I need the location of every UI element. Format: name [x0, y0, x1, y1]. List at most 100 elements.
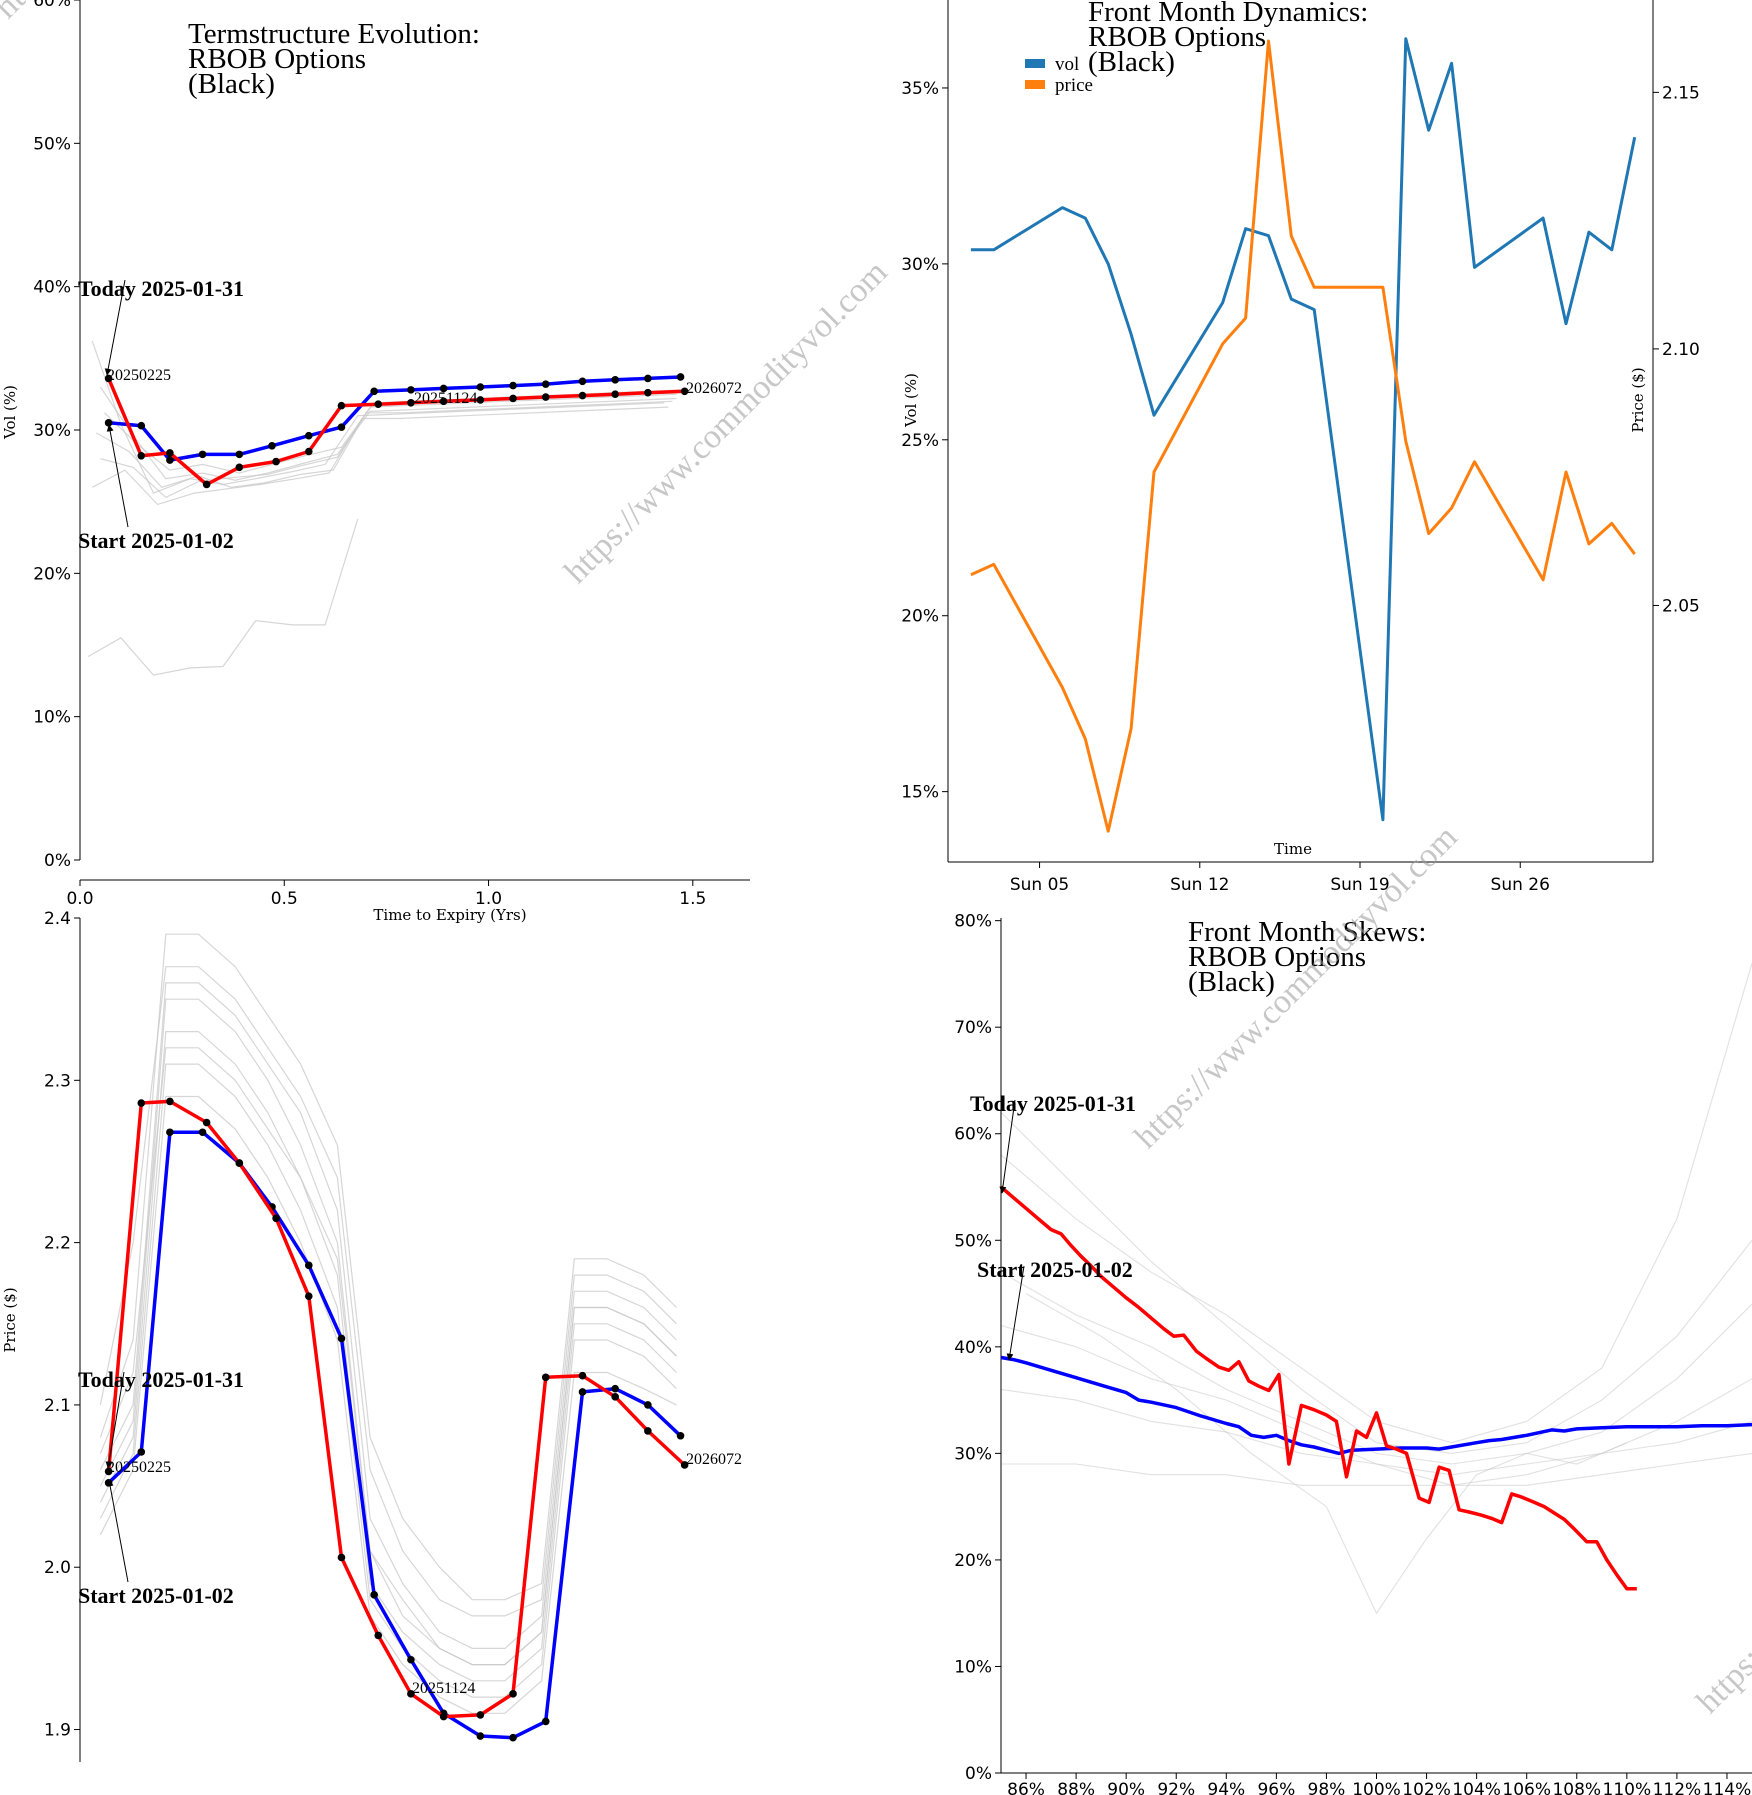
term-start-annotation: Start 2025-01-02: [78, 528, 234, 553]
skew-x-tick-label: 106%: [1502, 1780, 1551, 1795]
term-start-point: [268, 441, 276, 450]
skew-x-tick-label: 88%: [1057, 1780, 1095, 1795]
term-today-point: [166, 449, 174, 457]
termstructure-chart: 0% 10% 20% 30% 40% 50% 60% 0.0 0.5 1.0 1.5 Termstr…: [1, 0, 750, 924]
term-start-point: [370, 387, 378, 396]
term-y-tick-label: 0%: [44, 851, 71, 871]
fwd-y-tick-label: 2.1: [44, 1396, 71, 1416]
skew-history-line: [1000, 1324, 1752, 1486]
skew-x-tick-label: 112%: [1653, 1780, 1702, 1795]
fwd-start-point: [644, 1401, 652, 1409]
fwd-start-point: [509, 1733, 517, 1742]
dyn-x-tick-label: Sun 05: [1010, 875, 1069, 895]
skew-y-tick-label: 20%: [954, 1551, 992, 1571]
term-today-point: [235, 463, 244, 472]
fwd-history-line: [99, 998, 677, 1666]
skew-today-line: [999, 1185, 1637, 1591]
fwd-y-tick-label: 1.9: [44, 1721, 71, 1741]
fwd-history-line: [99, 933, 677, 1601]
fwd-today-point: [272, 1214, 280, 1223]
term-y-tick-label: 60%: [33, 0, 71, 11]
fwd-y-axis-label: Price ($): [1, 1287, 19, 1352]
term-today-point: [137, 452, 146, 460]
term-history-line: [87, 518, 359, 676]
skew-y-tick-label: 0%: [965, 1764, 992, 1784]
fwd-today-arrow: [105, 1371, 125, 1469]
dyn-y2-axis-label: Price ($): [1629, 367, 1647, 432]
term-contract-label-3: 2026072: [686, 380, 742, 397]
term-today-point: [337, 401, 346, 410]
dyn-title-line-2: RBOB Options: [1088, 21, 1266, 53]
skew-axes: 0% 10% 20% 30% 40% 50% 60% 70% 80% 86% 88% 90% 92% 94…: [954, 912, 1752, 1795]
fwd-contract-label-1: 20250225: [107, 1459, 171, 1476]
term-start-line: [108, 375, 681, 462]
fwd-contract-label-2: 20251124: [412, 1680, 475, 1697]
legend-price-label: price: [1055, 75, 1093, 96]
fwd-today-point: [578, 1371, 587, 1380]
fwd-start-point: [407, 1655, 415, 1664]
fwd-main-lines: [104, 1097, 689, 1742]
term-x-tick-label: 1.5: [679, 889, 706, 909]
skew-start-arrow: [1006, 1265, 1025, 1361]
fwd-history-lines: [99, 933, 677, 1714]
fwd-axes: 1.9 2.0 2.1 2.2 2.3 2.4: [44, 909, 81, 1762]
fwd-y-tick-label: 2.4: [44, 909, 71, 929]
dyn-y2-tick-label: 2.05: [1662, 596, 1700, 616]
skew-y-tick-label: 50%: [954, 1231, 992, 1251]
front-month-skews-chart: 0% 10% 20% 30% 40% 50% 60% 70% 80% 86% 88% 90% 92% 94…: [954, 912, 1752, 1795]
skew-y-tick-label: 60%: [954, 1125, 992, 1145]
fwd-history-line: [99, 1063, 677, 1698]
fwd-start-line: [107, 1130, 682, 1740]
fwd-start-point: [166, 1128, 174, 1137]
fwd-history-line: [99, 1031, 677, 1682]
term-y-tick-label: 20%: [33, 564, 71, 584]
term-today-point: [202, 480, 211, 489]
skew-today-arrow: [999, 1099, 1016, 1194]
term-today-point: [439, 397, 448, 406]
fwd-today-point: [235, 1159, 244, 1167]
term-start-point: [611, 376, 619, 384]
skew-x-tick-label: 90%: [1107, 1780, 1145, 1795]
legend-vol-label: vol: [1055, 54, 1079, 75]
term-contract-label-1: 20250225: [107, 367, 171, 384]
fwd-start-point: [611, 1384, 619, 1393]
fwd-today-point: [644, 1427, 652, 1435]
fwd-y-tick-label: 2.3: [44, 1071, 71, 1091]
fwd-start-annotation: Start 2025-01-02: [78, 1583, 234, 1608]
dyn-y-tick-label: 30%: [901, 255, 939, 275]
term-x-axis-label: Time to Expiry (Yrs): [373, 906, 526, 924]
term-title-line-1: Termstructure Evolution:: [188, 18, 480, 50]
term-today-point: [104, 374, 113, 383]
fwd-today-point: [166, 1097, 174, 1106]
dyn-axes: 15% 20% 25% 30% 35% 2.05 2.10 2.15 Sun 05 Sun 12 S…: [901, 0, 1700, 895]
term-history-line: [92, 406, 669, 506]
fwd-today-point: [439, 1712, 448, 1721]
skew-today-annotation: Today 2025-01-31: [970, 1091, 1136, 1116]
term-y-tick-label: 50%: [33, 134, 71, 154]
dyn-series-lines: [970, 37, 1637, 833]
skew-x-tick-label: 114%: [1703, 1780, 1752, 1795]
term-today-point: [578, 391, 587, 400]
legend-vol-swatch: [1025, 59, 1045, 68]
fwd-today-line: [106, 1099, 686, 1719]
watermark-3: https://www.commodityvol.com: [1689, 1384, 1752, 1721]
skew-x-tick-label: 104%: [1452, 1780, 1501, 1795]
fwd-y-tick-label: 2.2: [44, 1234, 71, 1254]
term-history-line: [100, 393, 677, 499]
front-month-dynamics-chart: 15% 20% 25% 30% 35% 2.05 2.10 2.15 Sun 05 Sun 12 S…: [901, 0, 1700, 895]
dyn-y2-tick-label: 2.15: [1662, 83, 1700, 103]
watermark-1: https://www.commodityvol.com: [557, 254, 894, 591]
term-start-point: [439, 384, 448, 393]
fwd-today-annotation: Today 2025-01-31: [78, 1367, 244, 1392]
skew-title-line-1: Front Month Skews:: [1188, 916, 1426, 948]
term-axes: 0% 10% 20% 30% 40% 50% 60% 0.0 0.5 1.0 1.5: [33, 0, 750, 909]
skew-history-line: [1001, 1452, 1752, 1486]
term-x-tick-label: 0.5: [271, 889, 298, 909]
fwd-history-line: [99, 1095, 677, 1714]
term-main-lines: [104, 373, 689, 489]
skew-history-line: [1000, 963, 1752, 1444]
skew-history-lines: [1000, 963, 1752, 1615]
term-y-axis-label: Vol (%): [1, 385, 19, 440]
dyn-x-axis-label: Time: [1274, 840, 1312, 858]
